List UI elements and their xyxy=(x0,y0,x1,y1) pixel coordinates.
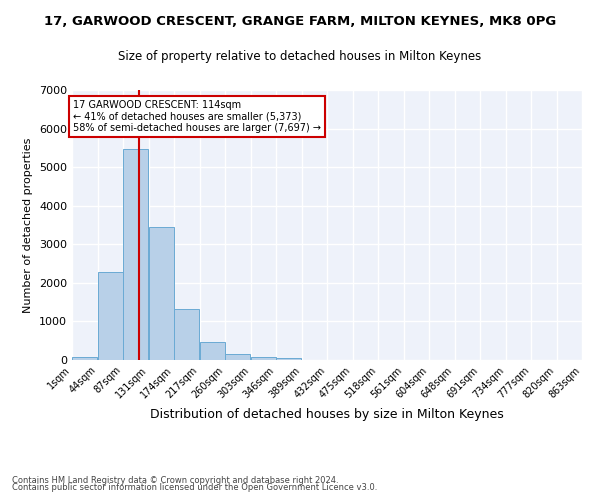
Text: Contains HM Land Registry data © Crown copyright and database right 2024.: Contains HM Land Registry data © Crown c… xyxy=(12,476,338,485)
Y-axis label: Number of detached properties: Number of detached properties xyxy=(23,138,34,312)
Bar xyxy=(98,272,123,360)
X-axis label: Distribution of detached houses by size in Milton Keynes: Distribution of detached houses by size … xyxy=(150,408,504,421)
Bar xyxy=(276,358,301,360)
Text: 17, GARWOOD CRESCENT, GRANGE FARM, MILTON KEYNES, MK8 0PG: 17, GARWOOD CRESCENT, GRANGE FARM, MILTO… xyxy=(44,15,556,28)
Bar xyxy=(200,342,225,360)
Text: Contains public sector information licensed under the Open Government Licence v3: Contains public sector information licen… xyxy=(12,484,377,492)
Bar xyxy=(251,356,276,360)
Bar xyxy=(72,357,97,360)
Bar xyxy=(174,309,199,360)
Bar xyxy=(225,354,250,360)
Bar xyxy=(149,227,174,360)
Text: 17 GARWOOD CRESCENT: 114sqm
← 41% of detached houses are smaller (5,373)
58% of : 17 GARWOOD CRESCENT: 114sqm ← 41% of det… xyxy=(73,100,321,133)
Bar xyxy=(123,148,148,360)
Text: Size of property relative to detached houses in Milton Keynes: Size of property relative to detached ho… xyxy=(118,50,482,63)
